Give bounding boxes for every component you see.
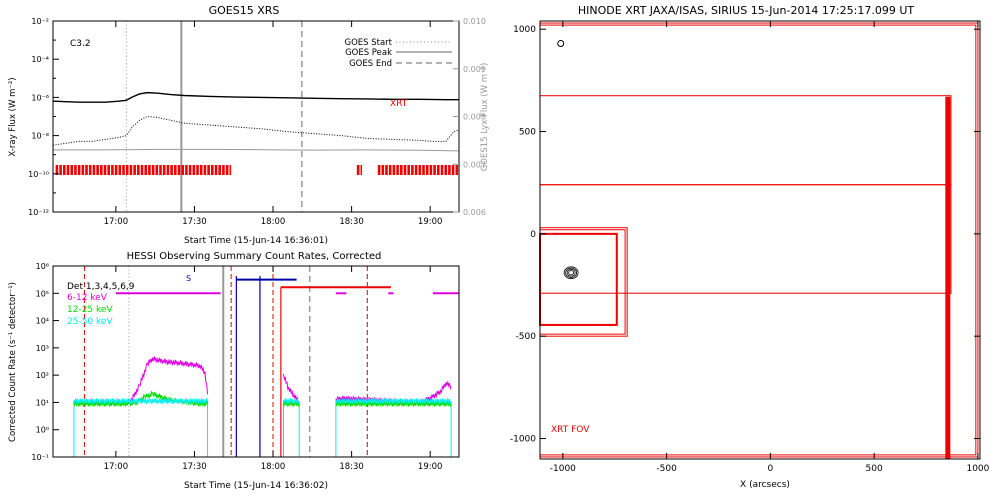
goes-rtick-label-3: 0.007 [463,160,486,169]
hessi-legend-6-12: 6-12 keV [67,293,108,303]
xrt-xtick-label-3: 500 [866,464,883,474]
goes-xtick-label-0: 17:00 [104,217,129,227]
goes-series-short_channel [52,115,460,146]
xrt-fov-rect-2 [539,24,977,456]
goes-ytick-label-2: 10⁻⁶ [31,93,49,102]
hessi-legend-det: Det 1,3,4,5,6,9 [67,282,135,292]
xrt-fov-rect-3 [539,95,952,186]
hessi-series-25-50keV-2 [335,397,452,405]
hessi-xtick-label-0: 17:00 [104,462,129,472]
goes-rtick-label-2: 0.008 [463,113,486,122]
hessi-ytick-label-0: 10⁶ [36,262,49,271]
xrt-xtick-label-2: 0 [768,464,774,474]
hessi-xtick-label-3: 18:30 [339,462,364,472]
xrt-axes: -1000 -500 0 500 1000 1000 500 0 -500 -1000 [510,21,990,474]
goes-xtick-label-3: 18:30 [339,217,364,227]
hessi-series-6-12keV-0 [73,356,209,406]
hessi-plot-frame [52,265,460,458]
hessi-axes: 10⁶ 10⁵ 10⁴ 10³ 10² 10¹ 10⁰ 10⁻¹ 17:00 17:30 18:00… [31,262,442,472]
hessi-series-25-50keV-1 [283,397,300,405]
goes-flare-class: C3.2 [70,39,91,49]
goes-axes: 10⁻² 10⁻⁴ 10⁻⁶ 10⁻⁸ 10⁻¹⁰ 10⁻¹² 0.010 0.009 0.00… [28,17,486,227]
hessi-xtick-label-1: 17:30 [182,462,207,472]
xrt-content-layer [539,20,981,460]
goes-ytick-label-3: 10⁻⁸ [31,132,49,141]
goes-xtick-label-1: 17:30 [182,217,207,227]
goes-rtick-label-0: 0.010 [463,17,486,26]
hessi-series-25-50keV-0 [73,397,209,405]
xrt-ytick-label-4: -1000 [510,435,536,445]
goes-xrs-panel: GOES15 XRS 10⁻² 10⁻⁴ 10⁻⁶ 10⁻⁸ 10⁻¹⁰ 10⁻¹² 0.0… [8,4,490,246]
goes-legend-peak: GOES Peak [345,48,392,58]
hessi-ylabel: Corrected Count Rate (s⁻¹ detector⁻¹) [8,282,18,442]
hessi-xtick-label-2: 18:00 [261,462,286,472]
xrt-title: HINODE XRT JAXA/ISAS, SIRIUS 15-Jun-2014… [578,4,915,17]
goes-xrt-label: XRT [390,99,408,109]
hessi-series-12-25keV-2 [335,400,452,407]
xrt-xtick-label-4: 1000 [966,464,989,474]
goes-ytick-label-5: 10⁻¹² [28,208,49,217]
goes-xtick-label-4: 19:00 [418,217,443,227]
goes-ytick-label-1: 10⁻⁴ [31,55,49,64]
goes-xtick-label-2: 18:00 [261,217,286,227]
goes-series-layer [52,21,460,212]
hessi-panel: HESSI Observing Summary Count Rates, Cor… [8,251,460,491]
hessi-ytick-label-5: 10¹ [36,398,49,407]
xrt-fov-rect-4 [539,184,952,294]
goes-ytick-label-0: 10⁻² [31,17,49,26]
goes-rtick-label-4: 0.006 [463,208,486,217]
goes-rtick-label-1: 0.009 [463,65,486,74]
xrt-fov-rect-1 [539,22,979,458]
goes-xlabel: Start Time (15-Jun-14 16:36:01) [184,236,328,246]
goes-legend-end: GOES End [349,59,392,69]
xrt-contour-2 [566,268,576,277]
xrt-fov-rect-5 [539,227,628,337]
xrt-fov-rect-0 [539,20,981,460]
xrt-fov-rect-6 [539,229,626,335]
goes-plot-frame [52,20,460,213]
hessi-ytick-label-1: 10⁵ [36,289,49,298]
xrt-contour-3 [568,270,575,276]
hessi-series-12-25keV-1 [283,400,300,407]
xrt-ytick-label-0: 1000 [513,25,536,35]
hessi-saa-label: S [186,274,191,283]
hessi-legend-25-50: 25-50 keV [67,317,113,327]
xrt-contour-0 [563,266,579,280]
goes-series-long_channel [52,91,459,103]
hessi-ytick-label-7: 10⁻¹ [31,453,49,462]
hessi-ytick-label-6: 10⁰ [36,426,49,435]
hessi-ytick-label-4: 10² [36,371,49,380]
xrt-xtick-label-0: -1000 [550,464,576,474]
goes-title: GOES15 XRS [209,4,280,17]
goes-series-lyman_alpha [53,148,460,152]
xrt-ytick-label-3: -500 [516,332,537,342]
xrt-ytick-label-2: 0 [530,230,536,240]
xrt-xtick-label-1: -500 [656,464,677,474]
xrt-contour-1 [565,267,578,278]
xrt-fov-rect-7 [539,232,618,326]
hessi-xlabel: Start Time (15-Jun-14 16:36:02) [184,481,328,491]
xrt-ytick-label-1: 500 [519,128,536,138]
goes-ylabel-right: GOES15 Lyx Flux (W m⁻²) [480,63,490,172]
hessi-legend: Det 1,3,4,5,6,9 6-12 keV 12-25 keV 25-50… [67,282,135,327]
hessi-title: HESSI Observing Summary Count Rates, Cor… [127,251,382,262]
xrt-xlabel: X (arcsecs) [740,480,790,490]
hessi-ytick-label-2: 10⁴ [36,317,49,326]
hessi-series-layer [73,266,459,457]
hessi-xtick-label-4: 19:00 [418,462,443,472]
goes-ylabel: X-ray Flux (W m⁻²) [8,77,18,156]
xrt-fov-label: XRT FOV [551,425,590,435]
goes-ytick-label-4: 10⁻¹⁰ [28,170,49,179]
xrt-fov-panel: HINODE XRT JAXA/ISAS, SIRIUS 15-Jun-2014… [510,4,990,490]
hessi-legend-12-25: 12-25 keV [67,305,113,315]
goes-legend-start: GOES Start [344,38,392,48]
xrt-plot-frame [539,20,981,460]
xrt-small-circle [557,40,565,48]
hessi-ytick-label-3: 10³ [36,344,49,353]
goes-legend: GOES Start GOES Peak GOES End [344,38,452,69]
